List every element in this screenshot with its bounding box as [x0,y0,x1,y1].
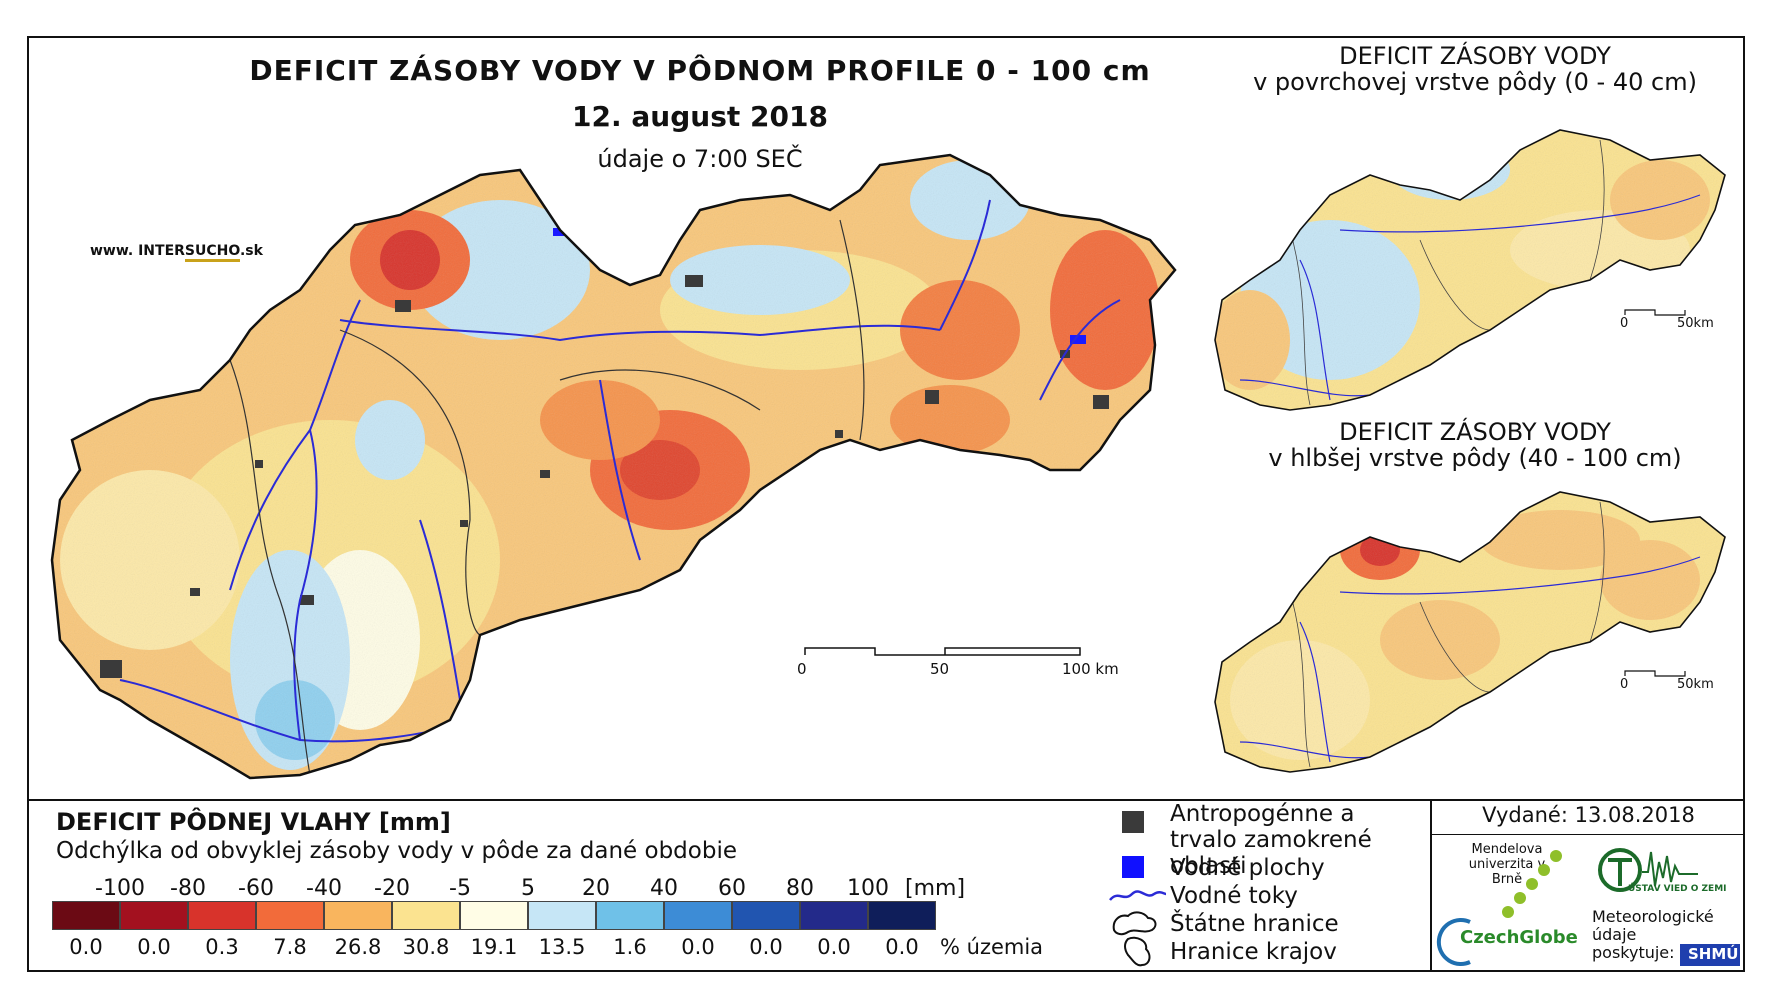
brand-prefix: www. INTER [90,243,185,259]
legend-tick: 5 [521,876,535,901]
legend-tick: -60 [238,876,274,901]
legend-tick: -80 [170,876,206,901]
legend-tick: -40 [306,876,342,901]
legend-tick: -20 [374,876,410,901]
legend-swatch [868,901,936,930]
key-state-border: Štátne hranice [1170,911,1339,937]
legend-percent: 0.0 [749,935,783,959]
inset-bottom-scale-0: 0 [1620,677,1629,692]
uvz-logo [1598,848,1698,892]
inset-bottom-scale-50: 50km [1677,677,1714,692]
inset-top-scale-50: 50km [1677,316,1714,331]
legend-unit: [mm] [905,876,966,901]
key-water-bodies: Vodné plochy [1170,855,1325,881]
key-rivers: Vodné toky [1170,883,1298,909]
legend-title: DEFICIT PÔDNEJ VLAHY [mm] [56,808,451,836]
legend-divider [27,799,1745,801]
legend-tick: -5 [449,876,471,901]
czechglobe-logo [1436,918,1471,966]
czechglobe-logo-text: CzechGlobe [1460,927,1578,948]
legend-swatch [324,901,392,930]
issued-divider [1430,834,1745,835]
water-symbol [1122,856,1144,878]
key-region-border: Hranice krajov [1170,939,1337,965]
legend-swatch [392,901,460,930]
legend-tick: 20 [582,876,610,901]
legend-percent: 0.0 [69,935,103,959]
legend-swatch [596,901,664,930]
legend-swatch [732,901,800,930]
key-urban: Antropogénne a trvalo zamokrené oblasti [1170,801,1372,879]
legend-swatch [188,901,256,930]
legend-percent: 0.0 [681,935,715,959]
inset-top-title: DEFICIT ZÁSOBY VODY [1339,42,1611,70]
legend-percent: 0.0 [817,935,851,959]
mendel-logo-text: Mendelova univerzita v Brně [1468,842,1546,887]
legend-percent: 0.0 [885,935,919,959]
inset-top-subtitle: v povrchovej vrstve pôdy (0 - 40 cm) [1253,68,1697,96]
legend-percent: 13.5 [538,935,586,959]
shmu-logo [1680,944,1740,966]
legend-swatch [528,901,596,930]
legend-swatch [664,901,732,930]
legend-percent-label: % územia [940,935,1044,959]
legend-percent: 7.8 [273,935,307,959]
mendel-dots-logo [1502,850,1562,918]
brand-accent: SUCHO [184,243,240,262]
brand-suffix: .sk [239,243,263,259]
legend-percent: 0.0 [137,935,171,959]
legend-tick: 60 [718,876,746,901]
river-symbol [1109,890,1167,901]
legend-percent: 0.3 [205,935,239,959]
map-title: DEFICIT ZÁSOBY VODY V PÔDNOM PROFILE 0 -… [249,54,1151,87]
legend-tick: 80 [786,876,814,901]
brand-link[interactable]: www. INTERSUCHO.sk [90,243,263,262]
legend-subtitle: Odchýlka od obvyklej zásoby vody v pôde … [56,838,737,864]
urban-symbol [1122,811,1144,833]
main-scale-100: 100 km [1062,660,1119,678]
legend-swatch [256,901,324,930]
main-scale-0: 0 [797,660,807,678]
legend-swatch [120,901,188,930]
map-date: 12. august 2018 [572,100,828,133]
legend-percent: 1.6 [613,935,647,959]
inset-bottom-title: DEFICIT ZÁSOBY VODY [1339,418,1611,446]
legend-percent: 19.1 [470,935,518,959]
legend-swatch [460,901,528,930]
inset-top-scale-0: 0 [1620,316,1629,331]
legend-tick: 40 [650,876,678,901]
legend-swatch [52,901,120,930]
region-border-symbol [1124,936,1151,967]
state-border-symbol [1112,911,1157,936]
issued-date: Vydané: 13.08.2018 [1482,803,1695,827]
legend-percent: 30.8 [402,935,450,959]
legend-percent: 26.8 [334,935,382,959]
shmu-logo-text: SHMÚ [1688,945,1739,963]
legend-divider-vertical [1430,799,1432,972]
uvz-logo-text: ÚSTAV VIED O ZEMI [1628,884,1727,894]
main-scale-50: 50 [930,660,950,678]
inset-bottom-subtitle: v hlbšej vrstve pôdy (40 - 100 cm) [1268,444,1682,472]
legend-tick: 100 [847,876,889,901]
legend-tick: -100 [95,876,145,901]
legend-swatch [800,901,868,930]
map-time: údaje o 7:00 SEČ [597,145,803,173]
meteo-text: Meteorologické údaje poskytuje: [1592,907,1714,962]
